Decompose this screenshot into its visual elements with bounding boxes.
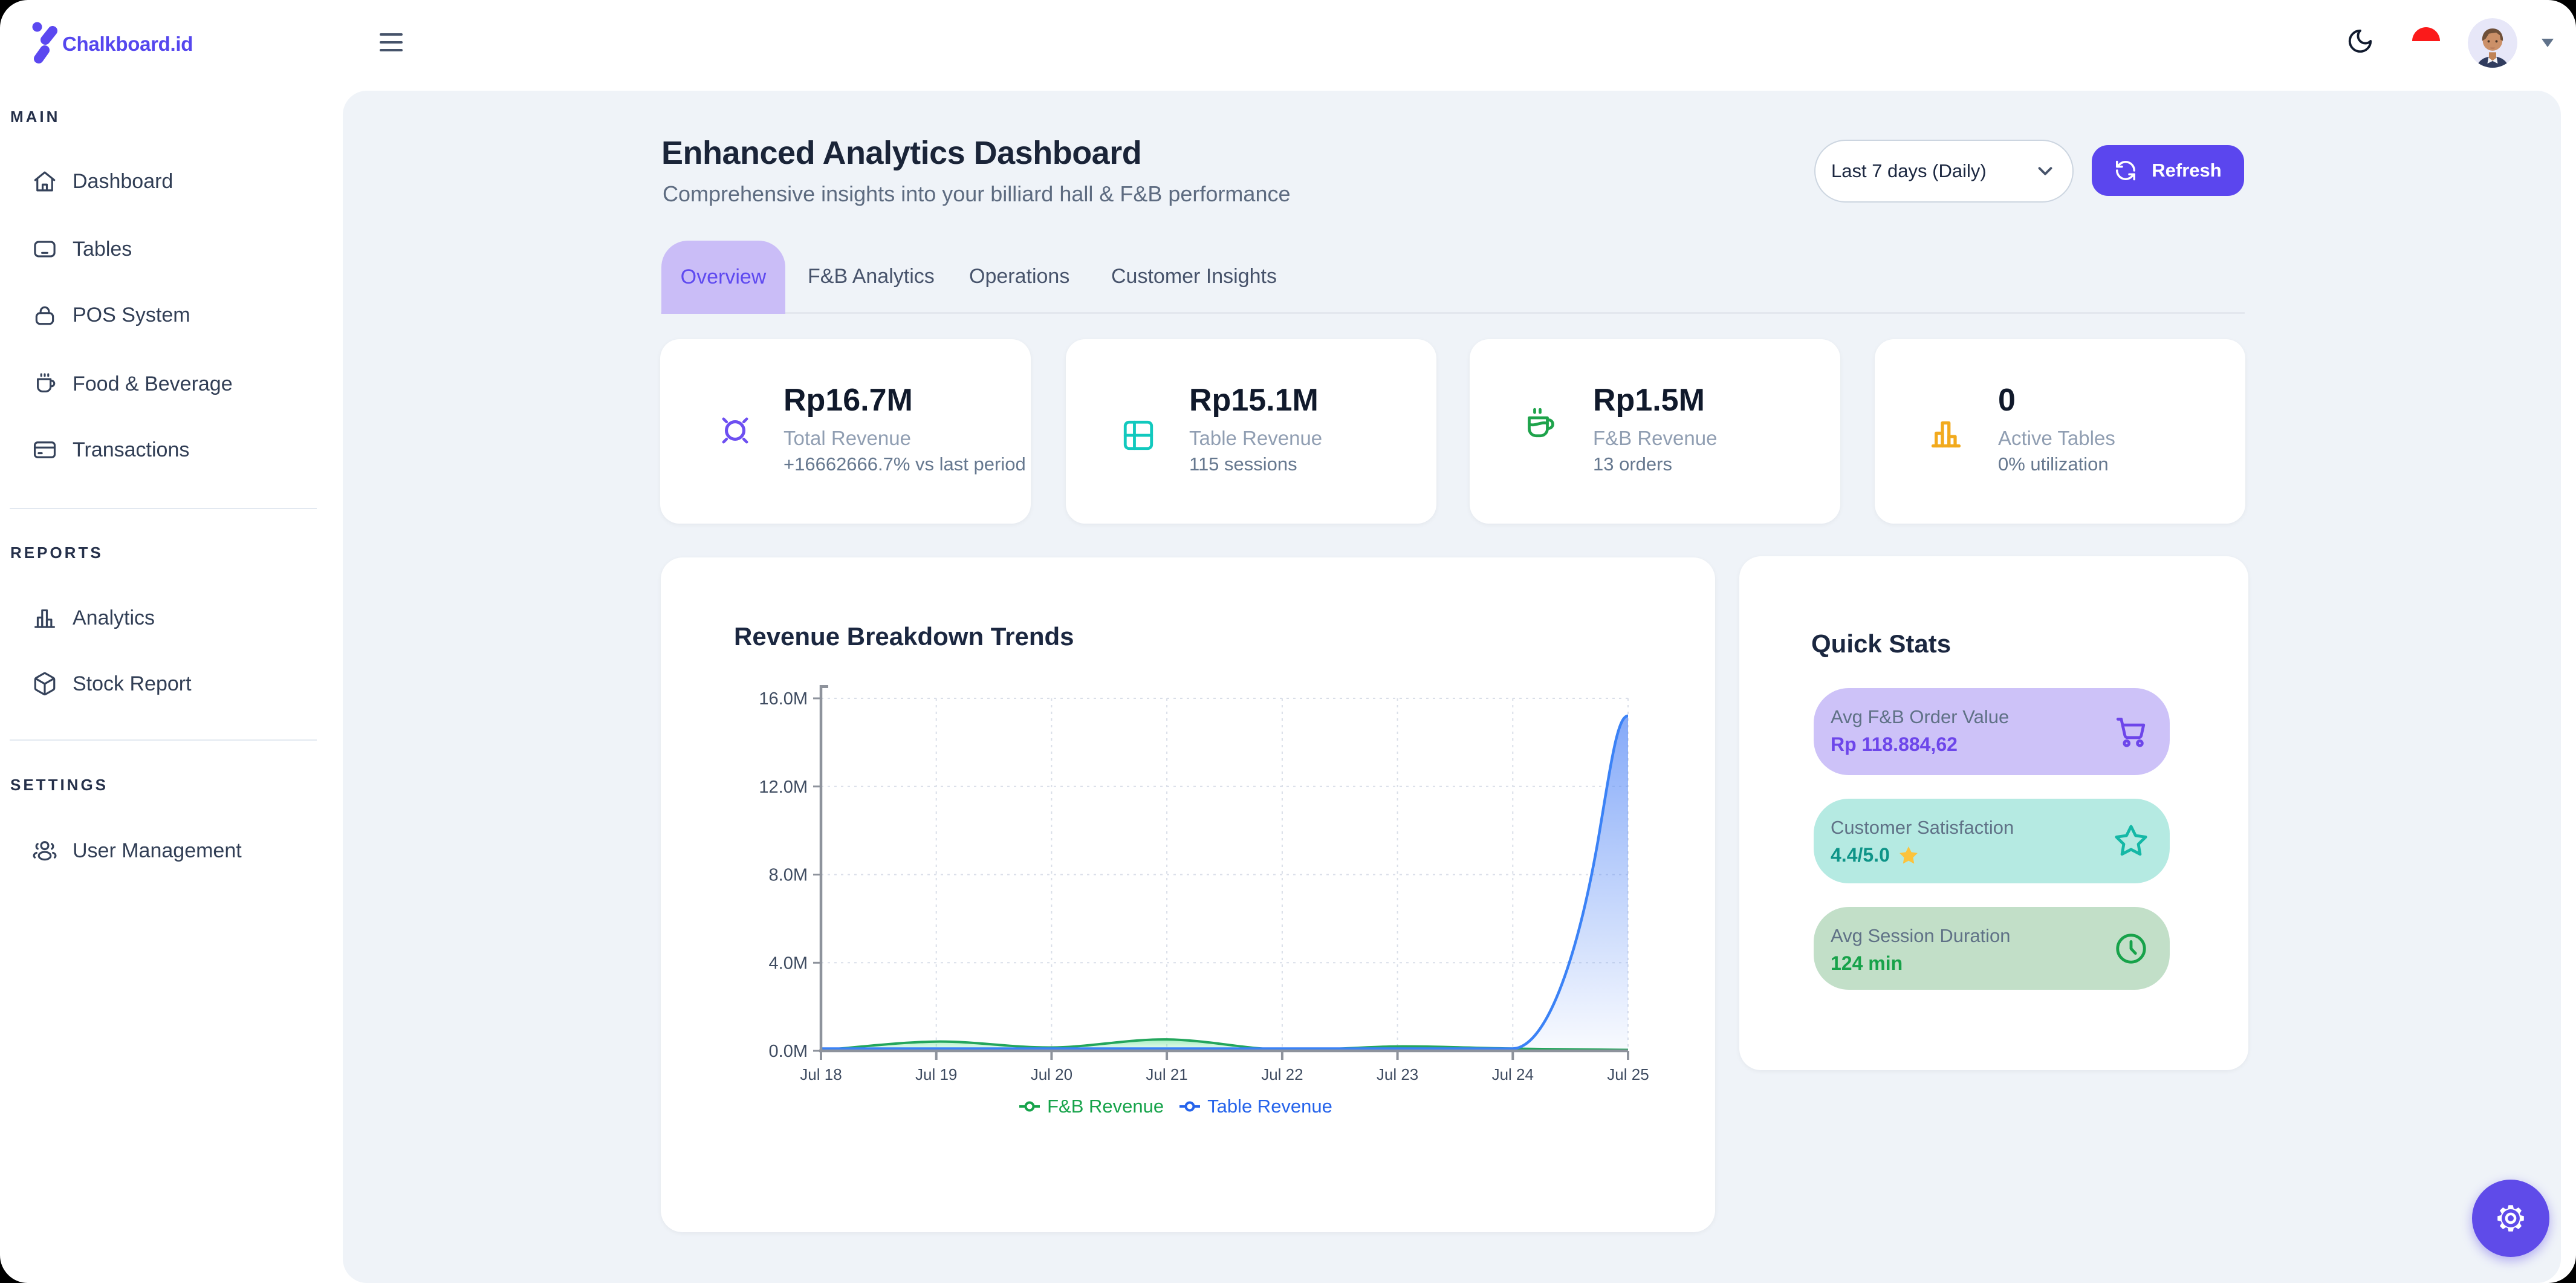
svg-text:4.0M: 4.0M xyxy=(769,953,808,973)
svg-text:Jul 25: Jul 25 xyxy=(1607,1065,1649,1083)
svg-text:12.0M: 12.0M xyxy=(759,778,808,797)
svg-text:0.0M: 0.0M xyxy=(769,1042,808,1061)
svg-text:Jul 20: Jul 20 xyxy=(1031,1065,1072,1083)
svg-text:Jul 24: Jul 24 xyxy=(1492,1065,1534,1083)
svg-text:Jul 22: Jul 22 xyxy=(1261,1065,1303,1083)
svg-text:Jul 21: Jul 21 xyxy=(1146,1065,1187,1083)
svg-text:8.0M: 8.0M xyxy=(769,866,808,885)
svg-text:Jul 18: Jul 18 xyxy=(800,1065,842,1083)
svg-text:Jul 23: Jul 23 xyxy=(1377,1065,1418,1083)
svg-text:16.0M: 16.0M xyxy=(759,689,808,709)
svg-text:Jul 19: Jul 19 xyxy=(915,1065,957,1083)
